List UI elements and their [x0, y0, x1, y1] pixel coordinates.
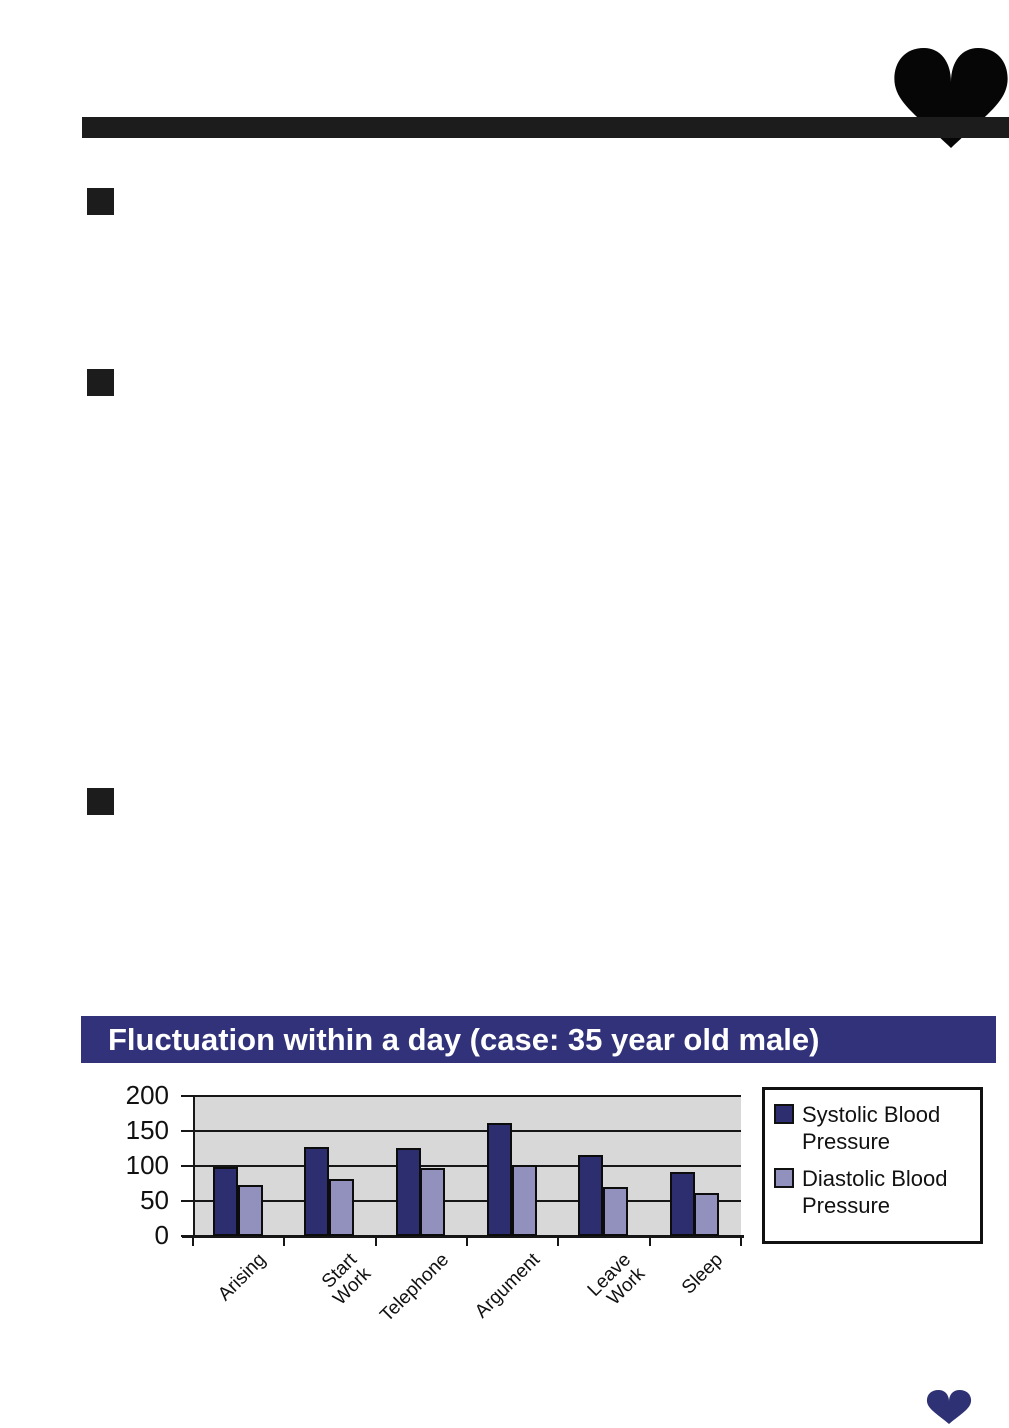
bar-systolic-sleep [670, 1172, 695, 1236]
bullet-square [87, 788, 114, 815]
gridline [193, 1200, 741, 1202]
x-axis-tick [375, 1237, 377, 1246]
heart-shape [894, 48, 1008, 148]
bar-diastolic-leave-work [603, 1187, 628, 1236]
y-axis-label: 150 [125, 1115, 169, 1145]
x-axis-tick [466, 1237, 468, 1246]
y-axis-label: 0 [154, 1220, 169, 1250]
x-axis-label: Telephone [375, 1249, 453, 1327]
x-axis-label: Leave Work [584, 1249, 650, 1310]
bar-diastolic-sleep [694, 1193, 719, 1236]
y-axis-label: 100 [125, 1150, 169, 1180]
y-axis-label: 200 [125, 1080, 169, 1110]
legend-item: Systolic Blood Pressure [774, 1101, 976, 1155]
heart-icon [894, 48, 1008, 148]
x-axis-tick [740, 1237, 742, 1246]
x-axis-label: Arising [214, 1249, 271, 1306]
x-axis-line [182, 1235, 744, 1238]
x-axis-tick [192, 1237, 194, 1246]
gridline [193, 1095, 741, 1097]
legend-label: Systolic Blood Pressure [802, 1102, 941, 1154]
bar-systolic-telephone [396, 1148, 421, 1236]
chart-legend: Systolic Blood Pressure Diastolic Blood P… [762, 1087, 983, 1244]
bar-diastolic-arising [238, 1185, 263, 1236]
chart-title: Fluctuation within a day (case: 35 year … [108, 1022, 820, 1057]
y-axis-tick [181, 1235, 193, 1237]
legend-label: Diastolic Blood Pressure [802, 1166, 948, 1218]
bar-systolic-arising [213, 1167, 238, 1236]
bar-systolic-leave-work [578, 1155, 603, 1236]
legend-swatch [774, 1104, 794, 1124]
y-axis-tick [181, 1165, 193, 1167]
x-axis-tick [283, 1237, 285, 1246]
plot-area [193, 1096, 741, 1236]
chart-title-banner: Fluctuation within a day (case: 35 year … [81, 1016, 996, 1063]
y-axis-label: 50 [140, 1185, 169, 1215]
bar-systolic-argument [487, 1123, 512, 1236]
x-axis-tick [557, 1237, 559, 1246]
bar-diastolic-argument [512, 1165, 537, 1236]
y-axis-tick [181, 1200, 193, 1202]
bar-systolic-start-work [304, 1147, 329, 1236]
bullet-square [87, 369, 114, 396]
y-axis-tick [181, 1130, 193, 1132]
x-axis-tick [649, 1237, 651, 1246]
bar-diastolic-start-work [329, 1179, 354, 1236]
y-axis-tick [181, 1095, 193, 1097]
x-axis-label: Argument [471, 1249, 545, 1323]
legend-swatch [774, 1168, 794, 1188]
heart-shape [926, 1390, 972, 1424]
legend-item: Diastolic Blood Pressure [774, 1165, 976, 1219]
bar-diastolic-telephone [420, 1168, 445, 1236]
heart-icon [926, 1390, 972, 1424]
x-axis-label: Sleep [677, 1249, 727, 1299]
gridline [193, 1130, 741, 1132]
bullet-square [87, 188, 114, 215]
x-axis-label: Start Work [318, 1249, 376, 1310]
gridline [193, 1165, 741, 1167]
header-rule [82, 117, 1009, 138]
